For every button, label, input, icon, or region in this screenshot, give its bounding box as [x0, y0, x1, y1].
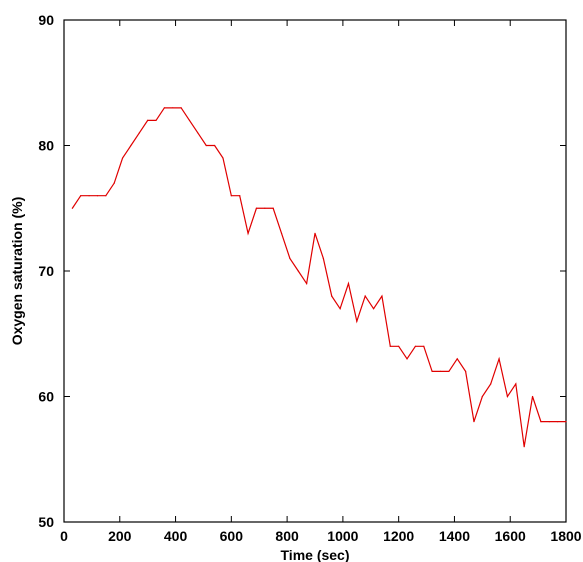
data-point: [331, 295, 333, 297]
series-line: [71, 107, 566, 447]
data-point: [222, 157, 224, 159]
data-point: [498, 358, 500, 360]
series-layer: [71, 107, 567, 448]
x-tick-label: 1200: [383, 528, 414, 544]
data-point: [280, 232, 283, 234]
data-point: [239, 195, 241, 197]
data-point: [423, 345, 425, 347]
data-point: [272, 207, 274, 209]
y-tick-label: 70: [38, 263, 54, 279]
x-tick-label: 1600: [495, 528, 526, 544]
data-point: [88, 195, 90, 197]
x-tick-label: 0: [60, 528, 68, 544]
data-point: [356, 320, 358, 322]
data-point: [289, 257, 291, 260]
data-point: [155, 119, 157, 121]
data-point: [531, 395, 534, 398]
data-point: [448, 370, 450, 372]
data-point: [431, 370, 433, 372]
data-point: [515, 383, 517, 385]
data-point: [180, 107, 182, 109]
data-point: [130, 144, 132, 147]
y-tick-label: 80: [38, 138, 54, 154]
data-point: [172, 107, 174, 109]
x-axis-label: Time (sec): [281, 547, 350, 562]
x-tick-label: 800: [275, 528, 299, 544]
data-point: [548, 421, 550, 423]
data-point: [322, 257, 324, 260]
data-point: [188, 119, 191, 121]
data-point: [406, 358, 408, 360]
data-point: [197, 132, 199, 134]
data-point: [439, 370, 442, 372]
x-axis-ticks: 0 200 400 600 800 1000 1200 1400 1600 1800: [60, 20, 582, 544]
data-point: [297, 270, 299, 272]
data-point: [247, 232, 249, 234]
y-tick-label: 60: [38, 389, 54, 405]
data-point: [113, 182, 115, 184]
data-point: [398, 345, 400, 347]
data-point: [465, 370, 467, 372]
data-point: [414, 345, 416, 347]
data-point: [205, 144, 207, 147]
data-point: [565, 421, 567, 423]
y-axis-label: Oxygen saturation (%): [9, 197, 25, 346]
data-point: [255, 207, 258, 209]
x-tick-label: 1400: [439, 528, 470, 544]
data-point: [214, 144, 216, 147]
data-point: [456, 358, 458, 360]
y-axis-ticks: 50 60 70 80 90: [38, 12, 566, 530]
data-point: [105, 195, 107, 197]
data-point: [314, 232, 316, 234]
data-point: [557, 421, 559, 423]
data-point: [481, 395, 483, 398]
x-tick-label: 600: [220, 528, 244, 544]
data-point: [339, 308, 341, 310]
data-point: [264, 207, 266, 209]
data-point: [473, 421, 475, 423]
data-point: [163, 107, 165, 109]
data-point: [540, 421, 542, 423]
x-tick-label: 1000: [327, 528, 358, 544]
data-point: [306, 282, 308, 285]
data-point: [96, 195, 99, 197]
data-point: [121, 157, 124, 159]
x-tick-label: 400: [164, 528, 188, 544]
data-point: [71, 207, 73, 209]
x-tick-label: 1800: [550, 528, 581, 544]
data-point: [490, 383, 492, 385]
data-point: [523, 446, 525, 448]
y-tick-label: 50: [38, 514, 54, 530]
data-point: [347, 282, 350, 285]
data-point: [381, 295, 383, 297]
data-point: [389, 345, 391, 347]
data-point: [372, 308, 375, 310]
data-point: [147, 119, 149, 121]
x-tick-label: 200: [108, 528, 132, 544]
data-point: [364, 295, 366, 297]
y-tick-label: 90: [38, 12, 54, 28]
data-point: [138, 132, 140, 134]
data-point: [230, 195, 232, 197]
data-point: [80, 195, 82, 197]
data-point: [506, 395, 509, 398]
plot-frame: [63, 19, 567, 523]
